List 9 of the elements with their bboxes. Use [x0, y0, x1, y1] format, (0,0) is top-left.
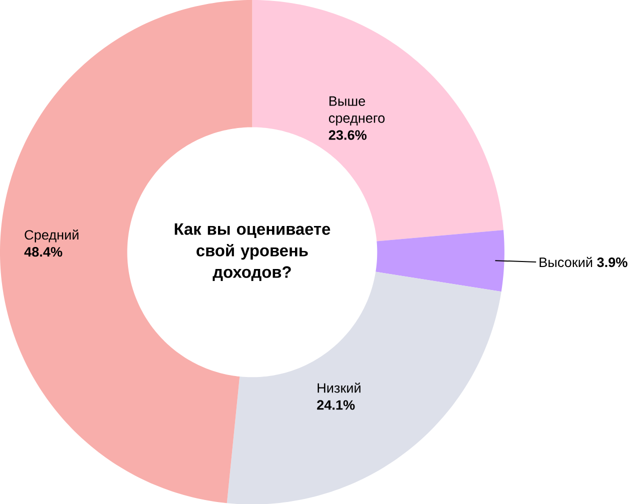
slice-label: Высокий	[540, 256, 592, 267]
data-label: 24.1%	[317, 400, 355, 410]
data-label: 48.4%	[24, 246, 62, 256]
slice-label: Средний	[24, 229, 78, 242]
text: Как вы оцениваете свой уровень доходов?	[174, 223, 330, 281]
slice-label: Выше среднего	[328, 96, 385, 126]
data-label: 3.9%	[597, 257, 628, 267]
slice-label: Низкий	[318, 382, 360, 393]
data-label: 23.6%	[328, 130, 367, 140]
